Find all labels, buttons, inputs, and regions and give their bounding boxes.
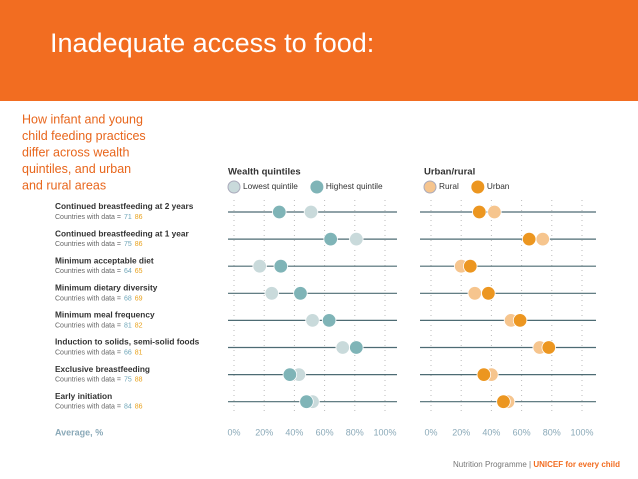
subtitle-line: differ across wealth: [22, 145, 130, 159]
legend-label: Highest quintile: [326, 181, 383, 191]
legend-label: Lowest quintile: [243, 181, 298, 191]
category-label: Continued breastfeeding at 2 years: [55, 201, 194, 211]
countries-label: Countries with data =: [55, 404, 121, 411]
dot: [467, 286, 482, 301]
dot: [476, 367, 492, 382]
countries-label: Countries with data =: [55, 214, 121, 221]
countries-note: Countries with data =6681: [55, 349, 143, 356]
dot: [496, 394, 511, 409]
countries-count: 86: [135, 214, 143, 221]
countries-note: Countries with data =6869: [55, 295, 143, 302]
dot: [349, 231, 364, 247]
countries-note: Countries with data =7186: [55, 214, 143, 221]
countries-count: 86: [135, 404, 143, 411]
x-tick-label: 0%: [424, 427, 437, 437]
dot: [323, 231, 338, 247]
category-label: Minimum dietary diversity: [55, 282, 158, 292]
category-label: Exclusive breastfeeding: [55, 364, 150, 374]
dot: [321, 313, 337, 328]
footer-left: Nutrition Programme |: [453, 460, 531, 469]
header-band: [0, 0, 638, 101]
countries-count: 65: [135, 268, 143, 275]
x-tick-label: 60%: [513, 427, 531, 437]
x-tick-label: 100%: [570, 427, 593, 437]
category-label: Minimum meal frequency: [55, 310, 155, 320]
x-tick-label: 20%: [255, 427, 273, 437]
dot: [264, 286, 279, 301]
dot: [521, 231, 537, 247]
countries-label: Countries with data =: [55, 349, 121, 356]
footer-right: UNICEF for every child: [533, 460, 620, 469]
dot: [335, 340, 350, 355]
countries-count: 66: [124, 349, 132, 356]
dot: [293, 286, 308, 301]
dot: [305, 313, 320, 328]
dot: [487, 204, 502, 220]
dot: [282, 367, 298, 382]
countries-note: Countries with data =8182: [55, 322, 143, 329]
dot: [512, 313, 528, 328]
x-axis-label: Average, %: [55, 427, 103, 437]
countries-count: 71: [124, 214, 132, 221]
legend-label: Urban: [487, 181, 510, 191]
dot: [252, 259, 267, 274]
x-tick-label: 80%: [543, 427, 561, 437]
category-label: Minimum acceptable diet: [55, 255, 154, 265]
countries-note: Countries with data =7586: [55, 241, 143, 248]
countries-count: 81: [135, 349, 143, 356]
countries-count: 81: [124, 322, 132, 329]
x-tick-label: 40%: [285, 427, 303, 437]
dot: [463, 259, 478, 274]
countries-label: Countries with data =: [55, 376, 121, 383]
countries-label: Countries with data =: [55, 268, 121, 275]
footer: Nutrition Programme | UNICEF for every c…: [453, 460, 620, 469]
subtitle-line: child feeding practices: [22, 129, 146, 143]
slide-title: Inadequate access to food:: [50, 28, 374, 58]
countries-note: Countries with data =7588: [55, 376, 143, 383]
dot: [481, 286, 496, 301]
dot: [541, 340, 556, 355]
dot: [349, 340, 364, 355]
x-tick-label: 100%: [373, 427, 396, 437]
panel-title: Urban/rural: [424, 167, 475, 178]
x-tick-label: 60%: [316, 427, 334, 437]
category-label: Early initiation: [55, 391, 112, 401]
countries-note: Countries with data =6465: [55, 268, 143, 275]
countries-label: Countries with data =: [55, 241, 121, 248]
panel-title: Wealth quintiles: [228, 167, 301, 178]
countries-label: Countries with data =: [55, 295, 121, 302]
x-tick-label: 0%: [227, 427, 240, 437]
countries-count: 64: [124, 268, 132, 275]
countries-count: 75: [124, 241, 132, 248]
category-label: Induction to solids, semi-solid foods: [55, 337, 200, 347]
countries-count: 84: [124, 404, 132, 411]
dot: [273, 259, 289, 274]
countries-count: 75: [124, 376, 132, 383]
legend-swatch: [471, 180, 485, 194]
countries-count: 86: [135, 241, 143, 248]
x-tick-label: 20%: [452, 427, 470, 437]
dot: [272, 204, 287, 220]
countries-label: Countries with data =: [55, 322, 121, 329]
dot: [472, 204, 487, 220]
countries-note: Countries with data =8486: [55, 404, 143, 411]
subtitle-line: How infant and young: [22, 112, 143, 126]
countries-count: 82: [135, 322, 143, 329]
countries-count: 69: [135, 295, 143, 302]
legend-swatch: [310, 180, 324, 194]
legend-swatch: [227, 180, 241, 194]
x-tick-label: 80%: [346, 427, 364, 437]
countries-count: 88: [135, 376, 143, 383]
dot: [535, 231, 550, 247]
x-tick-label: 40%: [482, 427, 500, 437]
category-label: Continued breastfeeding at 1 year: [55, 228, 189, 238]
dot: [299, 394, 314, 409]
subtitle-line: and rural areas: [22, 178, 106, 192]
subtitle-line: quintiles, and urban: [22, 162, 131, 176]
legend-swatch: [423, 180, 437, 194]
dot: [303, 204, 319, 220]
countries-count: 68: [124, 295, 132, 302]
legend-label: Rural: [439, 181, 459, 191]
